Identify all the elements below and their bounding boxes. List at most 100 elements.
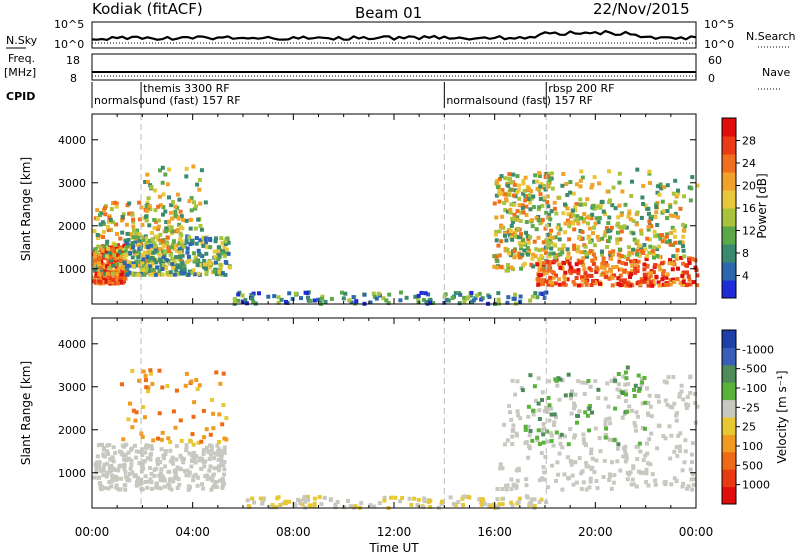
echo-cell	[678, 280, 683, 285]
echo-cell	[645, 441, 649, 446]
echo-cell	[195, 259, 200, 264]
echo-cell	[629, 272, 634, 277]
echo-cell	[683, 449, 688, 454]
echo-cell	[497, 502, 502, 507]
echo-cell	[602, 458, 607, 463]
echo-cell	[571, 482, 576, 487]
echo-cell	[147, 223, 152, 228]
echo-cell	[573, 218, 578, 223]
echo-cell	[583, 271, 588, 276]
echo-cell	[519, 266, 524, 271]
echo-cell	[196, 248, 201, 253]
echo-cell	[546, 204, 551, 209]
echo-cell	[588, 384, 593, 389]
echo-cell	[502, 201, 507, 205]
echo-cell	[632, 387, 636, 392]
echo-cell	[185, 246, 190, 251]
echo-cell	[681, 228, 686, 233]
echo-cell	[212, 249, 217, 254]
echo-cell	[658, 267, 663, 272]
echo-cell	[678, 448, 683, 453]
echo-cell	[199, 466, 204, 471]
echo-cell	[198, 263, 203, 268]
x-tick-label: 16:00	[477, 525, 512, 539]
echo-cell	[127, 211, 132, 216]
echo-cell	[196, 271, 201, 276]
echo-cell	[184, 443, 189, 448]
echo-cell	[616, 442, 621, 447]
echo-cell	[647, 219, 652, 224]
echo-cell	[563, 202, 567, 207]
echo-cell	[182, 264, 187, 269]
echo-cell	[650, 249, 655, 254]
echo-cell	[495, 265, 500, 270]
echo-cell	[110, 477, 115, 482]
echo-cell	[351, 295, 356, 300]
echo-cell	[545, 429, 549, 434]
echo-cell	[497, 188, 502, 193]
echo-cell	[166, 436, 171, 441]
colorbar-tick-label: 8	[742, 247, 749, 260]
echo-cell	[494, 180, 499, 185]
echo-cell	[524, 204, 529, 209]
echo-cell	[320, 294, 325, 299]
echo-cell	[572, 435, 576, 440]
echo-cell	[645, 386, 650, 391]
echo-cell	[519, 232, 523, 237]
echo-cell	[129, 458, 134, 463]
colorbar-cell	[722, 347, 736, 366]
echo-cell	[479, 502, 484, 507]
echo-cell	[127, 478, 132, 483]
echo-cell	[133, 418, 138, 423]
echo-cell	[575, 214, 580, 219]
echo-cell	[160, 267, 165, 271]
echo-cell	[539, 428, 544, 433]
echo-cell	[164, 266, 168, 271]
echo-cell	[576, 379, 581, 384]
echo-cell	[220, 241, 225, 245]
echo-cell	[169, 225, 174, 230]
echo-cell	[672, 476, 677, 481]
echo-cell	[541, 282, 545, 286]
echo-cell	[122, 462, 127, 467]
echo-cell	[572, 404, 577, 408]
echo-cell	[107, 280, 112, 284]
echo-cell	[657, 244, 662, 249]
echo-cell	[194, 378, 199, 382]
echo-cell	[566, 442, 571, 447]
echo-cell	[150, 261, 155, 266]
echo-cell	[216, 466, 221, 471]
echo-cell	[160, 385, 165, 390]
echo-cell	[579, 471, 584, 476]
echo-cell	[669, 482, 674, 487]
echo-cell	[662, 480, 667, 485]
echo-cell	[500, 502, 505, 507]
echo-cell	[537, 417, 542, 421]
echo-cell	[518, 416, 523, 421]
echo-cell	[537, 478, 542, 483]
echo-cell	[416, 300, 421, 305]
echo-cell	[651, 270, 656, 275]
echo-cell	[146, 245, 151, 250]
echo-cell	[606, 239, 611, 244]
echo-cell	[171, 239, 176, 244]
velocity-frame	[91, 317, 697, 509]
echo-cell	[646, 206, 651, 211]
echo-cell	[223, 239, 228, 244]
echo-cell	[92, 229, 97, 234]
echo-cell	[202, 464, 207, 469]
echo-cell	[128, 466, 133, 471]
echo-cell	[312, 496, 317, 501]
echo-cell	[672, 213, 677, 218]
echo-cell	[189, 239, 194, 243]
echo-cell	[146, 179, 150, 184]
echo-cell	[539, 182, 544, 187]
echo-cell	[106, 486, 111, 491]
echo-cell	[674, 194, 679, 199]
echo-cell	[218, 478, 223, 483]
echo-cell	[556, 376, 561, 381]
echo-cell	[632, 237, 637, 242]
echo-cell	[126, 417, 131, 422]
echo-cell	[102, 254, 107, 258]
echo-cell	[624, 225, 629, 230]
